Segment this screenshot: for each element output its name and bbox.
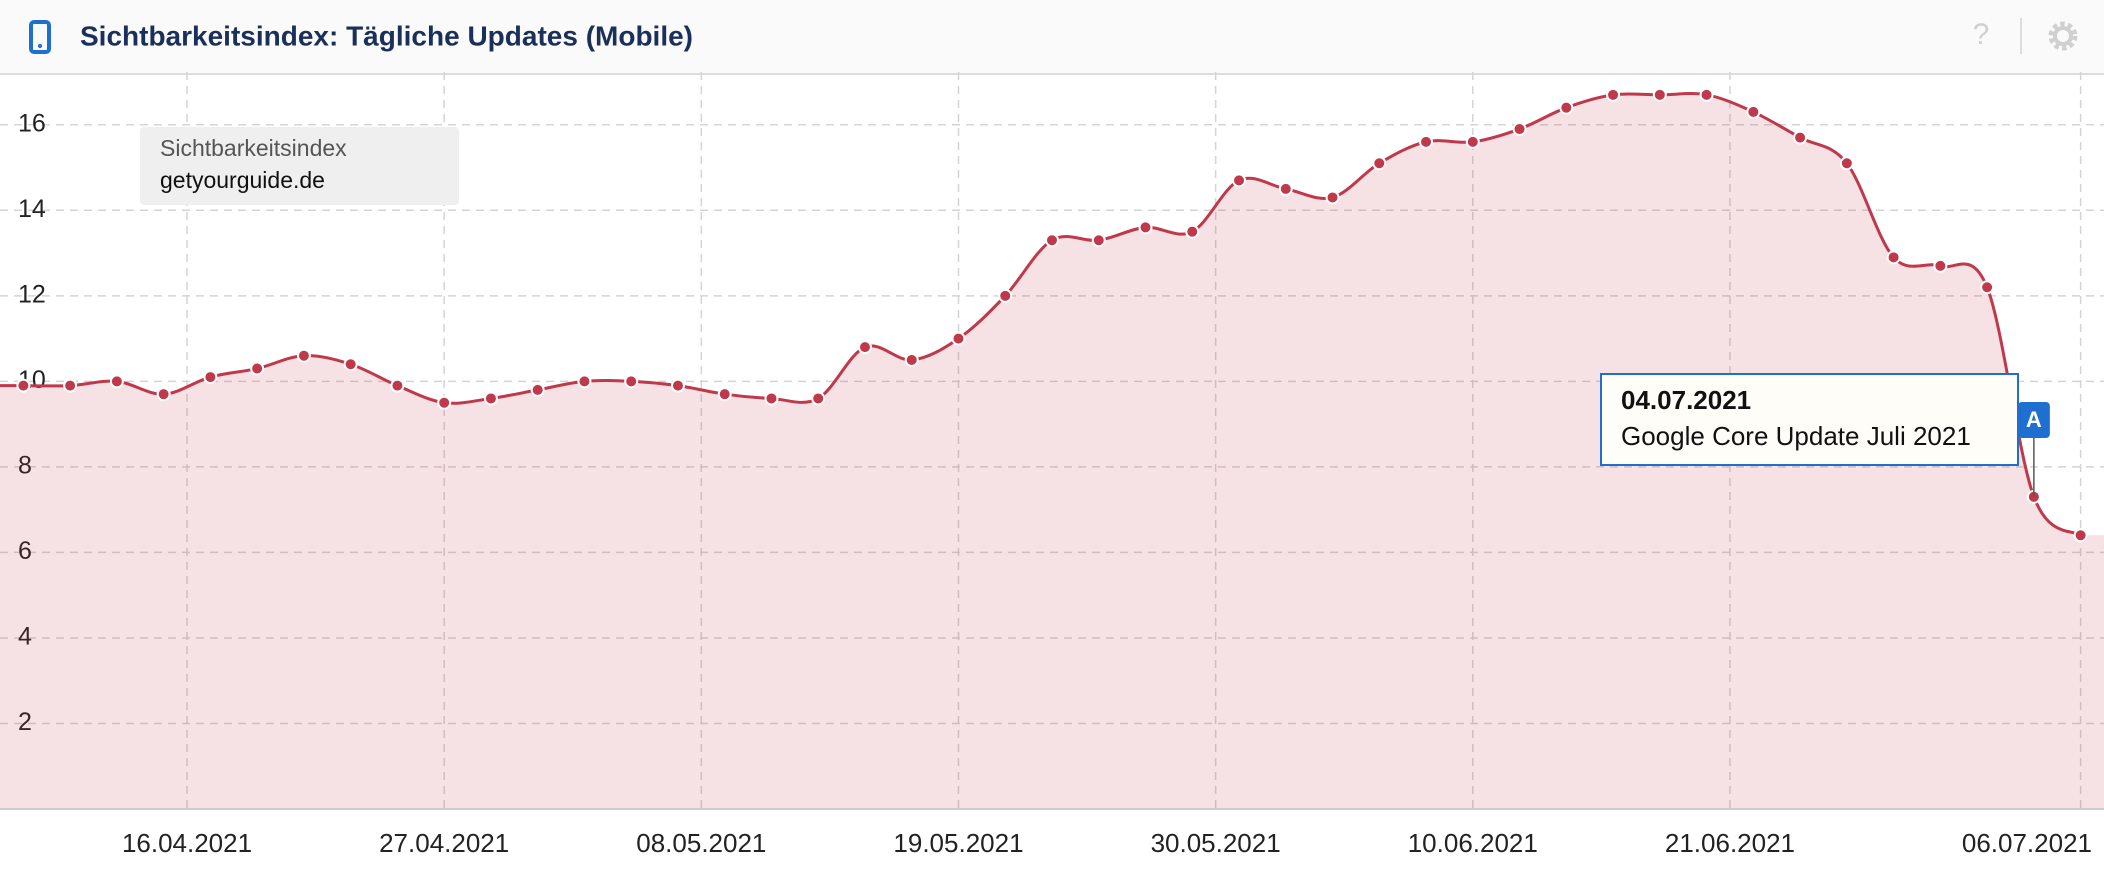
point xyxy=(1980,280,1995,295)
point xyxy=(1419,134,1434,149)
point xyxy=(1278,181,1293,196)
point xyxy=(811,391,826,406)
point xyxy=(904,352,919,367)
point xyxy=(437,395,452,410)
y-tick-label: 14 xyxy=(18,195,46,223)
y-tick-label: 8 xyxy=(18,451,32,479)
point xyxy=(156,387,171,402)
point xyxy=(1045,233,1059,248)
help-icon[interactable]: ? xyxy=(1973,18,1990,51)
annotation-text: Google Core Update Juli 2021 xyxy=(1621,421,1971,451)
point xyxy=(1793,130,1808,145)
point xyxy=(1652,87,1667,102)
y-tick-label: 4 xyxy=(18,623,32,651)
point xyxy=(483,391,498,406)
point xyxy=(1699,87,1714,102)
point xyxy=(1839,156,1854,171)
legend-domain: getyourguide.de xyxy=(160,167,325,193)
settings-icon[interactable] xyxy=(2048,21,2078,51)
point xyxy=(717,387,732,402)
point xyxy=(1512,122,1527,137)
point xyxy=(1559,100,1574,115)
y-tick-label: 6 xyxy=(18,537,32,565)
annotation-marker: A xyxy=(2026,407,2042,432)
point xyxy=(530,382,545,397)
y-tick-label: 2 xyxy=(18,708,32,736)
point xyxy=(1232,173,1247,188)
x-tick-label: 27.04.2021 xyxy=(379,828,509,858)
point xyxy=(857,340,872,355)
point xyxy=(670,378,685,393)
point xyxy=(203,370,218,385)
point xyxy=(1325,190,1340,205)
legend-label: Sichtbarkeitsindex xyxy=(160,135,347,161)
point xyxy=(1606,87,1621,102)
point xyxy=(343,357,358,372)
point xyxy=(1746,104,1761,119)
point xyxy=(2073,528,2088,543)
annotation-date: 04.07.2021 xyxy=(1621,385,1751,415)
x-tick-label: 10.06.2021 xyxy=(1408,828,1538,858)
x-tick-label: 21.06.2021 xyxy=(1665,828,1795,858)
x-tick-label: 08.05.2021 xyxy=(636,828,766,858)
phone-icon xyxy=(29,20,51,54)
y-tick-label: 16 xyxy=(18,109,46,137)
point xyxy=(998,288,1013,303)
point xyxy=(951,331,966,346)
point xyxy=(63,378,78,393)
point xyxy=(1372,156,1387,171)
line xyxy=(0,92,2082,537)
x-tick-label: 16.04.2021 xyxy=(122,828,252,858)
point xyxy=(1185,224,1200,239)
point xyxy=(1886,250,1901,265)
point xyxy=(1465,134,1480,149)
point xyxy=(577,374,592,389)
point xyxy=(764,391,779,406)
point xyxy=(250,361,265,376)
point xyxy=(1138,220,1153,235)
point xyxy=(16,378,31,393)
area xyxy=(0,93,2104,809)
point xyxy=(296,348,311,363)
x-tick-label: 19.05.2021 xyxy=(893,828,1023,858)
point xyxy=(390,378,405,393)
point xyxy=(624,374,639,389)
point xyxy=(1933,258,1948,273)
annotation-marker-box[interactable] xyxy=(2017,402,2050,438)
legend-box xyxy=(140,127,459,205)
annotation-box xyxy=(1600,373,2019,466)
point xyxy=(109,374,124,389)
x-tick-label: 30.05.2021 xyxy=(1151,828,1281,858)
y-tick-label: 12 xyxy=(18,280,46,308)
x-tick-label: 06.07.2021 xyxy=(1962,828,2092,858)
chart-title: Sichtbarkeitsindex: Tägliche Updates (Mo… xyxy=(80,20,693,51)
header-bar xyxy=(0,0,2104,74)
point xyxy=(1091,233,1106,248)
